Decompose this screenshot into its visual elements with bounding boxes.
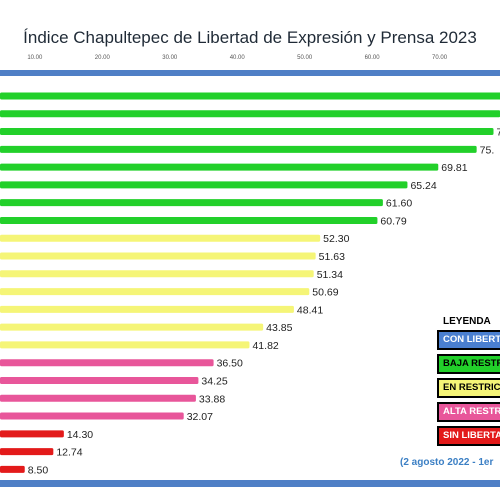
bar — [0, 323, 264, 331]
bar-data-label: 75. — [480, 144, 495, 156]
bar-data-label: 60.79 — [380, 215, 406, 227]
bar — [0, 394, 196, 402]
bar-data-label: 51.63 — [319, 251, 345, 263]
bar — [0, 252, 316, 260]
bar — [0, 128, 494, 136]
bar-data-label: 8.50 — [28, 464, 49, 476]
bar-data-label: 36.50 — [217, 358, 243, 370]
bar-data-label: 43.85 — [266, 322, 292, 334]
bar-data-label: 33.88 — [199, 393, 225, 405]
top-frame-line — [0, 70, 500, 76]
bar-data-label: 48.41 — [297, 304, 323, 316]
bar — [0, 216, 378, 224]
legend-item-baja-restriccion: BAJA RESTRICCIÓN — [437, 354, 500, 374]
bar — [0, 145, 477, 153]
bar — [0, 234, 321, 242]
bar-data-label: 14.30 — [67, 429, 93, 441]
chart-title: Índice Chapultepec de Libertad de Expres… — [23, 28, 477, 47]
bar — [0, 448, 54, 456]
bar — [0, 430, 64, 438]
bar — [0, 305, 294, 313]
bar-data-label: 34.25 — [201, 375, 227, 387]
bar-data-label: 12.74 — [56, 447, 82, 459]
period-note: (2 agosto 2022 - 1er — [400, 457, 494, 468]
legend-item-alta-restriccion: ALTA RESTRICCIÓN — [437, 402, 500, 422]
bar — [0, 163, 439, 171]
bar — [0, 92, 500, 100]
legend-item-con-libertad: CON LIBERTAD — [437, 330, 500, 350]
x-tick-label: 30.00 — [162, 55, 178, 61]
x-tick-label: 50.00 — [297, 55, 313, 61]
x-tick-label: 20.00 — [95, 55, 111, 61]
bar — [0, 412, 184, 420]
bar — [0, 181, 408, 189]
bar-data-label: 65.24 — [410, 180, 436, 192]
bar — [0, 359, 214, 367]
x-tick-label: 70.00 — [432, 55, 448, 61]
bar-data-label: 61.60 — [386, 198, 412, 210]
bar-data-label: 51.34 — [317, 269, 343, 281]
bar-data-label: 69.81 — [441, 162, 467, 174]
bar — [0, 110, 500, 118]
x-tick-label: 60.00 — [365, 55, 381, 61]
x-tick-label: 40.00 — [230, 55, 246, 61]
bar-data-label: 50.69 — [312, 287, 338, 299]
bar — [0, 341, 250, 349]
legend-item-sin-libertad: SIN LIBERTAD — [437, 426, 500, 446]
bar — [0, 270, 314, 278]
x-tick-label: 10.00 — [27, 55, 43, 61]
bar — [0, 376, 199, 384]
legend: LEYENDA CON LIBERTAD BAJA RESTRICCIÓN EN… — [437, 316, 500, 450]
bar — [0, 288, 310, 296]
legend-item-en-restriccion: EN RESTRICCIÓN — [437, 378, 500, 398]
legend-title: LEYENDA — [443, 316, 491, 327]
bar-data-label: 41.82 — [252, 340, 278, 352]
bar-data-label: 52.30 — [323, 233, 349, 245]
bar — [0, 199, 383, 207]
bar-data-label: 32.07 — [187, 411, 213, 423]
bar-data-label: 7 — [497, 127, 500, 139]
bar — [0, 465, 25, 473]
bottom-frame-line — [0, 480, 500, 487]
